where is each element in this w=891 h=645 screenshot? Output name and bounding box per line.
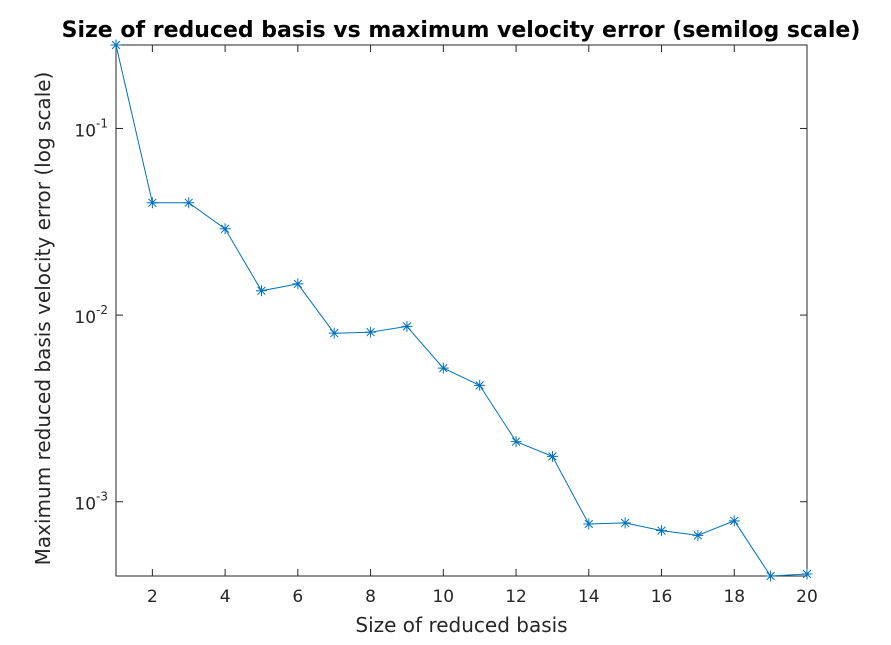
y-tick-exponent: -1: [96, 116, 108, 130]
y-axis-label: Maximum reduced basis velocity error (lo…: [31, 72, 55, 566]
y-tick-label: 10-2: [74, 303, 108, 328]
data-point-marker: [110, 39, 122, 51]
x-tick-label: 16: [651, 587, 673, 607]
x-tick-label: 4: [220, 587, 231, 607]
data-point-marker: [728, 515, 740, 527]
data-point-marker: [474, 379, 486, 391]
x-tick-label: 20: [796, 587, 818, 607]
data-point-marker: [401, 320, 413, 332]
y-tick-label: 10-3: [74, 490, 108, 515]
plot-area: [115, 44, 808, 577]
data-point-marker: [219, 223, 231, 235]
x-tick-label: 18: [723, 587, 745, 607]
y-tick-exponent: -2: [96, 303, 108, 317]
data-point-marker: [583, 518, 595, 530]
x-tick-label: 6: [292, 587, 303, 607]
y-tick-exponent: -3: [96, 490, 108, 504]
data-point-marker: [765, 570, 777, 582]
x-tick-label: 2: [147, 587, 158, 607]
x-tick-label: 14: [578, 587, 600, 607]
x-tick-label: 10: [432, 587, 454, 607]
y-tick-base: 10: [74, 121, 96, 141]
series-layer: [110, 39, 813, 582]
y-tick-base: 10: [74, 495, 96, 515]
chart-title: Size of reduced basis vs maximum velocit…: [62, 18, 861, 43]
y-tick-label: 10-1: [74, 116, 108, 141]
data-point-marker: [365, 326, 377, 338]
y-tick-base: 10: [74, 308, 96, 328]
x-tick-label: 12: [505, 587, 527, 607]
data-point-marker: [546, 450, 558, 462]
series-line: [115, 44, 808, 577]
x-tick-label: 8: [365, 587, 376, 607]
x-axis-label: Size of reduced basis: [355, 613, 567, 637]
data-point-marker: [692, 529, 704, 541]
data-point-marker: [255, 285, 267, 297]
data-point-marker: [183, 197, 195, 209]
data-point-marker: [801, 568, 813, 580]
data-point-marker: [437, 362, 449, 374]
data-point-marker: [510, 436, 522, 448]
data-point-marker: [656, 525, 668, 537]
data-point-marker: [619, 517, 631, 529]
data-point-marker: [328, 327, 340, 339]
data-point-marker: [292, 278, 304, 290]
data-point-marker: [146, 197, 158, 209]
